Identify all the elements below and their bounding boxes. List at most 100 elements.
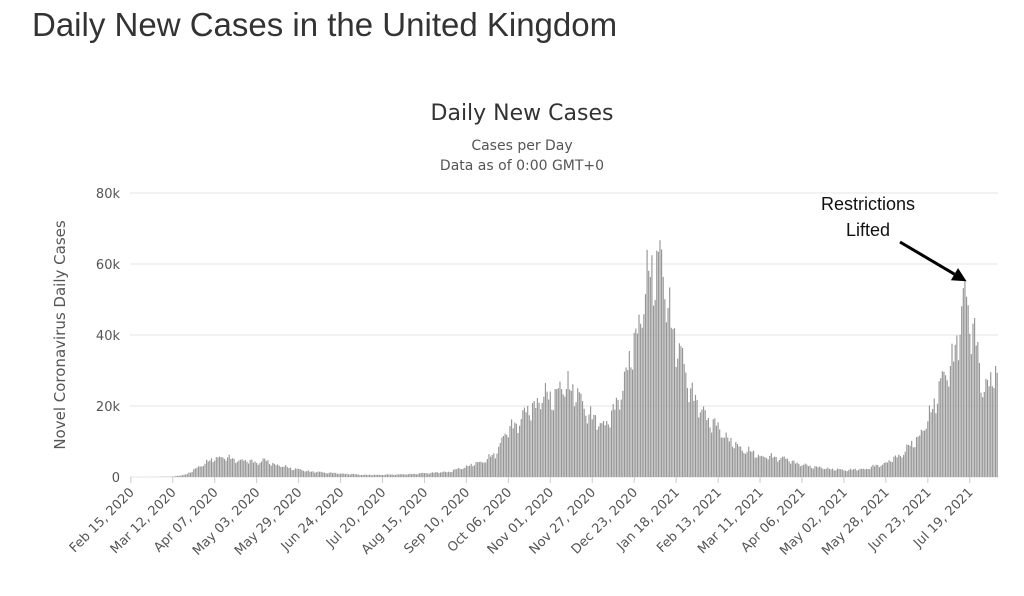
bar [343, 473, 345, 477]
page-title: Daily New Cases in the United Kingdom [32, 6, 618, 43]
bar [641, 327, 643, 477]
bar [491, 454, 493, 477]
bar [933, 398, 935, 477]
bar [351, 473, 353, 477]
bar [996, 372, 998, 477]
bar [857, 469, 860, 477]
bar [744, 453, 747, 477]
bar [268, 464, 271, 477]
bar [627, 370, 629, 477]
bar [373, 474, 376, 477]
bar [538, 402, 540, 477]
bar [659, 240, 661, 477]
bar [557, 388, 559, 477]
bar [830, 469, 832, 477]
bar [243, 460, 245, 477]
bar [241, 459, 243, 477]
bar [728, 441, 730, 477]
bar [772, 457, 774, 477]
bar [798, 463, 800, 477]
bar [586, 423, 588, 477]
bar [478, 461, 480, 477]
bar [907, 444, 910, 477]
bar [909, 445, 911, 477]
bar [762, 456, 764, 477]
bar [507, 437, 509, 477]
bar [386, 474, 388, 477]
bar [552, 410, 555, 477]
bar [775, 456, 777, 477]
bar [328, 472, 330, 477]
bar [972, 323, 974, 477]
bar [249, 460, 251, 477]
bar [891, 461, 893, 477]
bar [575, 402, 577, 477]
bar [940, 378, 942, 477]
bar [917, 436, 919, 477]
bar [306, 471, 308, 477]
bar [936, 403, 939, 477]
bar [231, 458, 234, 477]
bar [569, 389, 571, 477]
bar [869, 469, 871, 477]
bar [309, 471, 311, 477]
bar [722, 437, 724, 477]
bar [196, 467, 198, 477]
bar [281, 466, 284, 477]
bar [472, 466, 474, 477]
bar [735, 441, 737, 477]
bar [369, 474, 371, 477]
bar [565, 388, 567, 477]
bar [988, 386, 990, 477]
bar [383, 474, 385, 477]
bar [233, 458, 235, 477]
bar [894, 455, 897, 477]
bar [752, 450, 755, 477]
bar [502, 435, 505, 477]
bar [346, 473, 348, 477]
bar [588, 414, 590, 477]
bar [339, 473, 342, 477]
bar [475, 462, 477, 477]
bar [727, 437, 729, 477]
bar [678, 343, 680, 477]
bar [794, 463, 797, 477]
bar [254, 461, 256, 477]
bar [814, 466, 816, 477]
bar [436, 472, 438, 477]
bar [602, 421, 605, 477]
bar [388, 474, 390, 477]
bar [706, 420, 708, 477]
bar [704, 410, 706, 477]
bar [949, 366, 951, 477]
bar [407, 474, 409, 477]
bar [922, 430, 924, 477]
bar [415, 474, 417, 477]
y-axis-ticks: 0 20k 40k 60k 80k [96, 187, 121, 486]
bar [872, 464, 874, 477]
bar [594, 415, 597, 477]
bar [840, 469, 842, 477]
bar [530, 420, 532, 477]
bar [959, 334, 961, 477]
bar [331, 473, 334, 477]
bar [877, 464, 879, 477]
bar [527, 405, 529, 477]
bar [932, 408, 934, 477]
bar [494, 458, 497, 477]
bar [944, 375, 947, 477]
bar [640, 323, 642, 477]
bar [391, 474, 393, 477]
bar [741, 450, 743, 477]
bar [620, 399, 622, 477]
bar [422, 472, 424, 477]
bar [983, 392, 985, 477]
bar [398, 474, 400, 477]
bar [257, 464, 259, 477]
bar [698, 417, 700, 477]
bar [296, 468, 298, 477]
bar [638, 314, 640, 477]
bar [920, 429, 922, 477]
bar [473, 465, 476, 477]
